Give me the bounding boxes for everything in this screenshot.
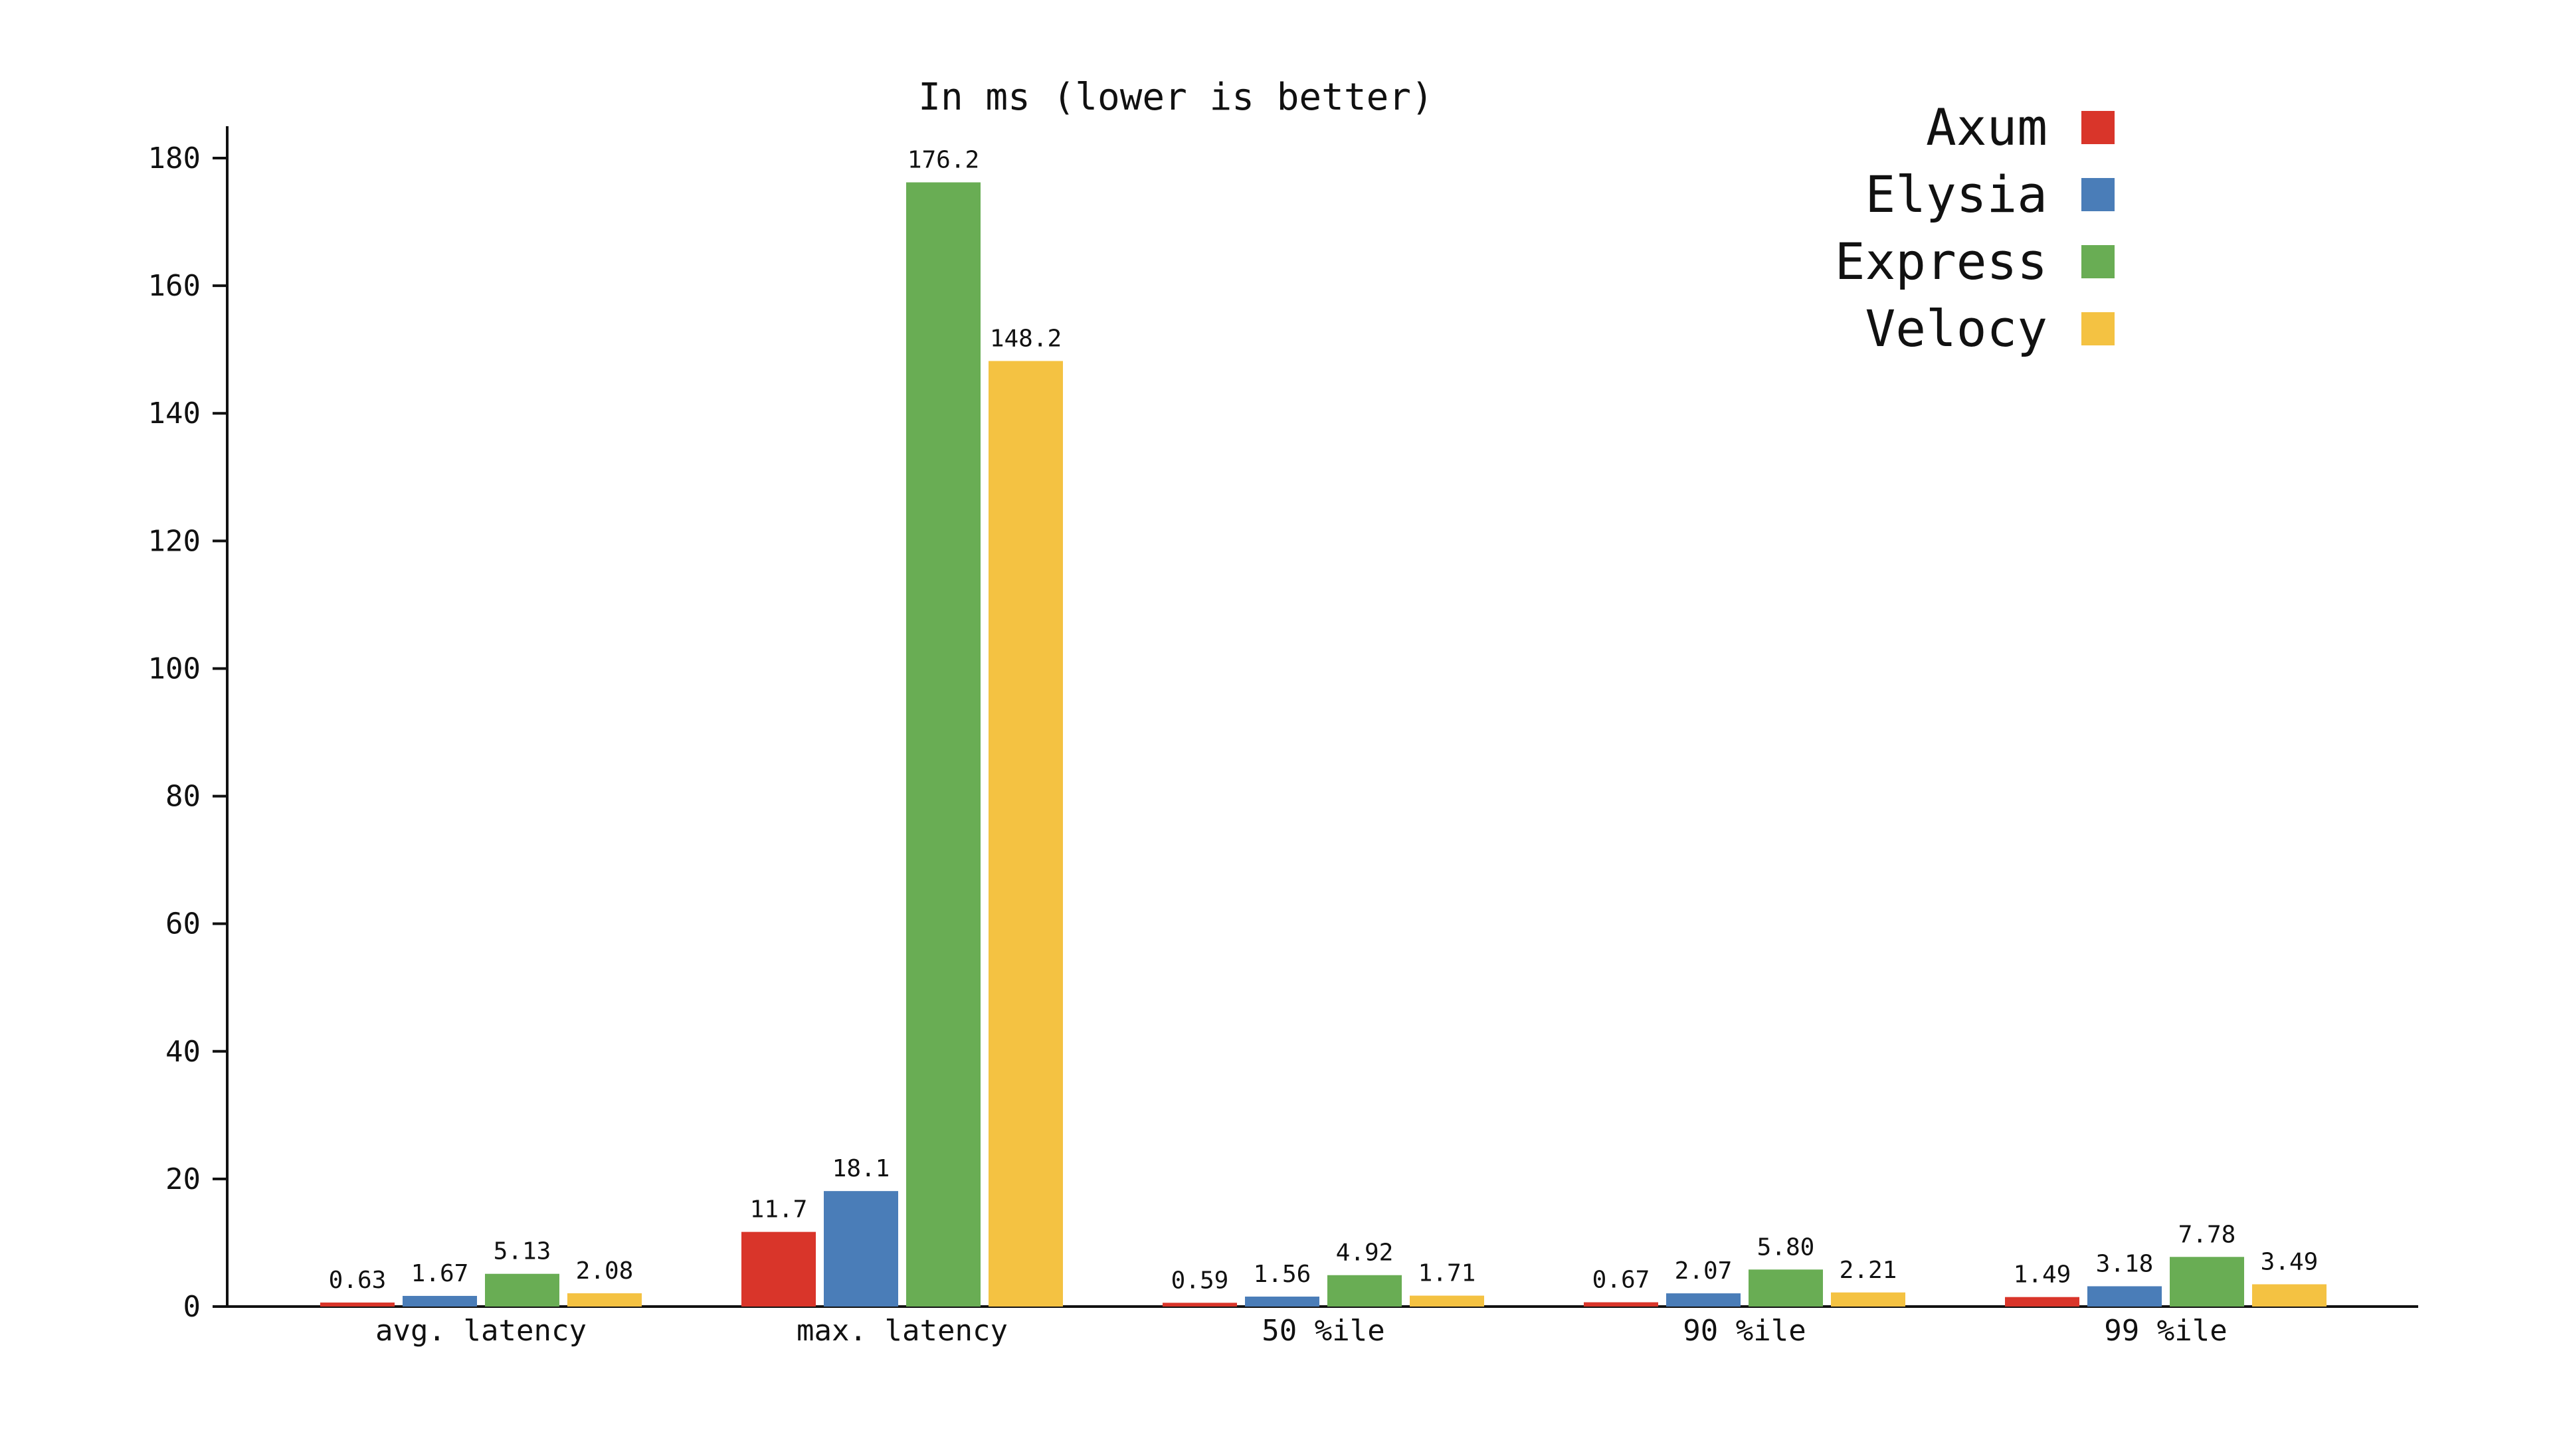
bar-elysia [1245, 1297, 1319, 1307]
chart-title: In ms (lower is better) [918, 76, 1433, 119]
legend-label: Axum [1926, 98, 2047, 157]
legend-swatch [2081, 312, 2115, 345]
data-label: 2.21 [1840, 1257, 1897, 1284]
data-label: 0.67 [1592, 1267, 1650, 1294]
bar-velocy [989, 361, 1063, 1307]
bar-velocy [1410, 1295, 1484, 1307]
legend-label: Velocy [1865, 299, 2047, 358]
y-tick-label: 20 [165, 1162, 201, 1196]
y-tick-label: 120 [148, 524, 201, 558]
bar-express [485, 1273, 559, 1307]
legend-swatch [2081, 245, 2115, 278]
data-label: 0.59 [1171, 1267, 1229, 1294]
y-tick-label: 180 [148, 141, 201, 175]
data-label: 1.56 [1254, 1261, 1311, 1288]
legend: Axum Elysia Express Velocy [1835, 98, 2115, 358]
y-tick-label: 80 [165, 780, 201, 814]
data-label: 4.92 [1336, 1239, 1394, 1267]
y-tick-label: 40 [165, 1035, 201, 1069]
bar-express [1749, 1269, 1823, 1307]
bar-velocy [567, 1293, 642, 1307]
data-label: 1.67 [411, 1260, 469, 1287]
legend-label: Elysia [1865, 165, 2047, 224]
y-tick-label: 100 [148, 652, 201, 685]
data-label: 3.49 [2261, 1248, 2319, 1275]
bar-express [2170, 1257, 2244, 1307]
y-axis: 0 20 40 60 80 100 120 140 160 180 [148, 126, 229, 1324]
bar-elysia [403, 1295, 477, 1307]
bar-axum [1163, 1303, 1237, 1307]
bar-velocy [2252, 1284, 2327, 1307]
data-label: 0.63 [329, 1267, 387, 1294]
bar-axum [320, 1302, 395, 1307]
x-category-label: 90 %ile [1683, 1314, 1806, 1348]
data-label: 11.7 [750, 1196, 808, 1224]
data-label: 5.80 [1757, 1233, 1815, 1261]
bar-velocy [1831, 1292, 1905, 1307]
x-category-label: 99 %ile [2104, 1314, 2227, 1348]
data-label: 7.78 [2178, 1221, 2236, 1248]
legend-swatch [2081, 111, 2115, 144]
bar-express [1327, 1275, 1402, 1307]
legend-swatch [2081, 178, 2115, 211]
bar-axum [1584, 1302, 1658, 1307]
bar-elysia [1666, 1293, 1741, 1307]
data-label: 3.18 [2096, 1250, 2154, 1277]
x-category-label: max. latency [797, 1314, 1008, 1348]
data-label: 148.2 [990, 325, 1062, 352]
data-label: 176.2 [907, 147, 979, 174]
y-tick-label: 60 [165, 907, 201, 941]
x-category-label: avg. latency [375, 1314, 587, 1348]
bars [320, 182, 2327, 1307]
data-label: 2.07 [1675, 1257, 1733, 1285]
bar-elysia [2087, 1286, 2162, 1307]
bar-axum [741, 1231, 816, 1307]
bar-express [906, 182, 981, 1307]
data-label: 1.49 [2014, 1261, 2071, 1289]
x-category-label: 50 %ile [1262, 1314, 1384, 1348]
data-label: 5.13 [494, 1238, 551, 1265]
x-axis: avg. latency max. latency 50 %ile 90 %ile 99… [227, 1305, 2418, 1348]
legend-label: Express [1835, 232, 2047, 291]
bar-elysia [824, 1191, 898, 1307]
y-tick-label: 0 [183, 1290, 201, 1324]
data-label: 1.71 [1418, 1260, 1476, 1287]
y-tick-label: 160 [148, 269, 201, 303]
data-labels: 0.63 1.67 5.13 2.08 11.7 18.1 176.2 148.2 0.59 1.… [329, 147, 2319, 1295]
data-label: 2.08 [576, 1257, 634, 1285]
bar-axum [2005, 1297, 2079, 1307]
y-tick-label: 140 [148, 397, 201, 430]
data-label: 18.1 [832, 1155, 890, 1182]
